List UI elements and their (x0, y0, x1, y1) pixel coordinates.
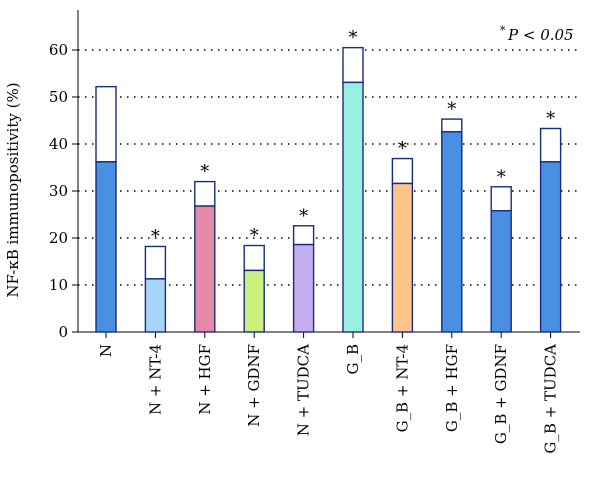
x-category-label: G_B (344, 344, 362, 375)
bar-upper-segment (95, 85, 117, 163)
y-tick-label: 60 (49, 41, 68, 59)
bars (95, 46, 562, 333)
bar-lower-segment (243, 269, 265, 333)
significance-note: * P < 0.05 (500, 24, 574, 44)
y-tick-label: 10 (49, 276, 68, 294)
significance-star: * (200, 162, 209, 183)
bar-lower-segment (95, 161, 117, 333)
x-category-label: N (97, 344, 115, 357)
significance-star: * (447, 99, 456, 120)
bar-upper-segment (539, 127, 562, 163)
bar-upper-segment (391, 157, 414, 185)
y-tick-label: 20 (49, 229, 68, 247)
bar-upper-segment (292, 225, 315, 246)
bar-lower-segment (342, 81, 364, 333)
x-category-label: N + HGF (196, 344, 214, 415)
bar-upper-segment (243, 244, 265, 272)
bar-lower-segment (194, 205, 216, 333)
y-tick-label: 50 (49, 88, 68, 106)
x-category-label: G_B + NT-4 (393, 344, 411, 432)
x-category-label: G_B + GDNF (492, 344, 510, 444)
x-category-label: N + TUDCA (295, 344, 313, 436)
y-tick-label: 40 (49, 135, 68, 153)
x-category-label: G_B + TUDCA (542, 344, 560, 454)
significance-star: * (349, 28, 358, 49)
bar-upper-segment (342, 46, 364, 84)
significance-star: * (398, 139, 407, 160)
bar-lower-segment (292, 243, 315, 333)
bar-upper-segment (441, 118, 463, 133)
significance-star: * (250, 226, 259, 247)
y-tick-label: 0 (58, 323, 68, 341)
y-axis-label: NF-κB immunopositivity (%) (4, 82, 22, 297)
bar-upper-segment (490, 186, 512, 212)
significance-star: * (151, 226, 160, 247)
bar-upper-segment (194, 180, 216, 207)
labels: 0 10 20 30 40 50 60 N * N + NT-4 * N + HGF * N + GDNF… (49, 28, 560, 454)
note-text: P < 0.05 (507, 26, 574, 44)
bar-lower-segment (490, 210, 512, 333)
y-tick-label: 30 (49, 182, 68, 200)
x-category-label: N + NT-4 (146, 344, 164, 415)
significance-star: * (546, 108, 555, 129)
x-category-label: N + GDNF (245, 344, 263, 427)
bar-lower-segment (391, 182, 414, 333)
bar-upper-segment (144, 245, 167, 280)
note-star: * (500, 24, 506, 37)
x-category-label: G_B + HGF (443, 344, 461, 432)
bar-lower-segment (144, 278, 167, 333)
bar-lower-segment (441, 131, 463, 333)
bar-lower-segment (539, 161, 562, 333)
significance-star: * (299, 206, 308, 227)
significance-star: * (497, 167, 506, 188)
